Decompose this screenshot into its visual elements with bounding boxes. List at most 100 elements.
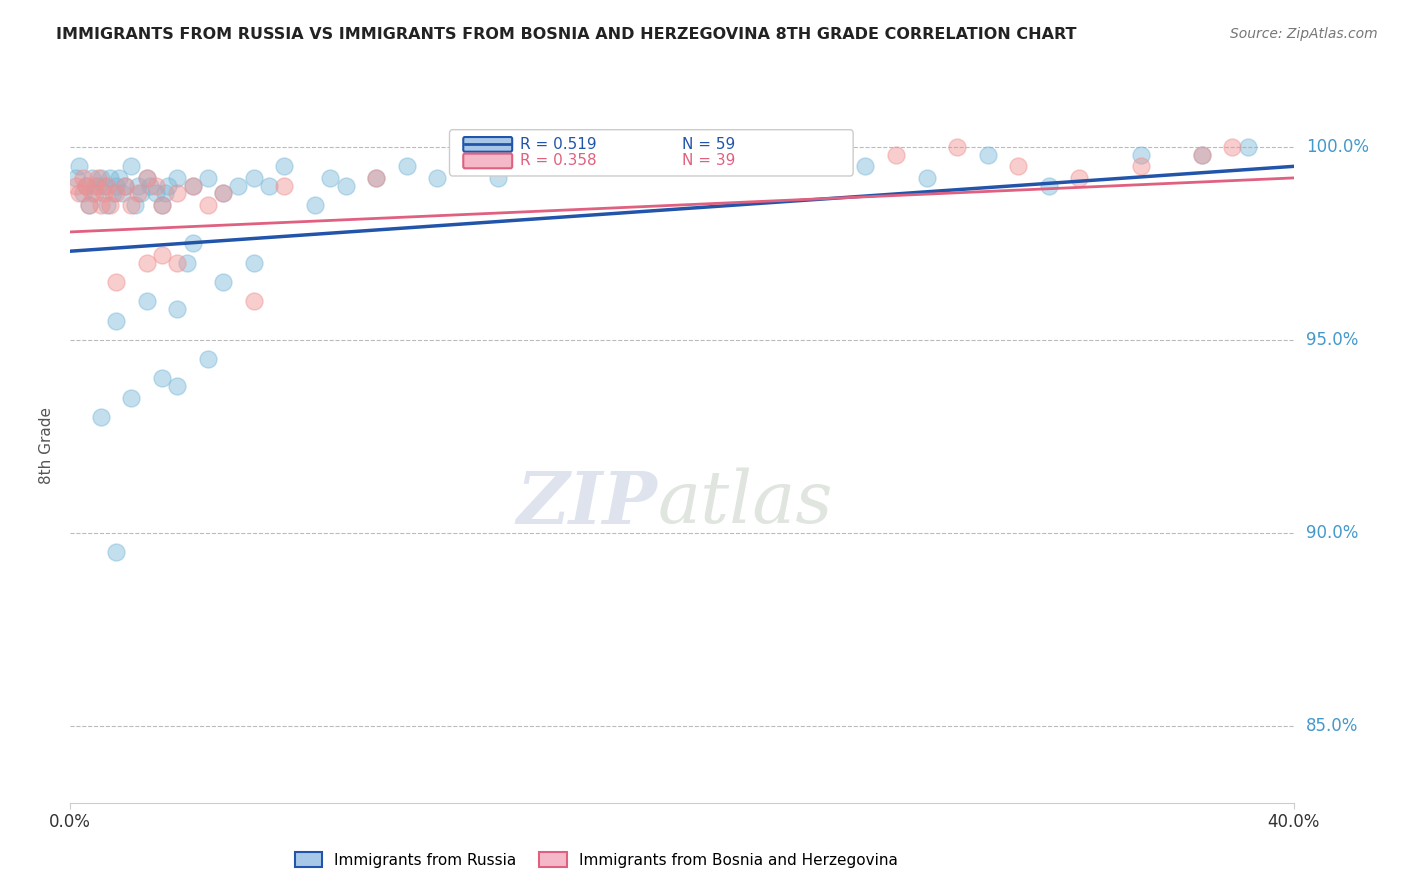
Point xyxy=(127,178,149,193)
Point xyxy=(105,178,128,193)
Point xyxy=(69,159,91,173)
Point xyxy=(98,170,121,185)
Point xyxy=(1038,178,1060,193)
Point xyxy=(87,170,110,185)
Point xyxy=(731,148,754,162)
Y-axis label: 8th Grade: 8th Grade xyxy=(39,408,55,484)
Point xyxy=(135,170,157,185)
Point xyxy=(257,178,280,193)
Point xyxy=(75,178,97,193)
Point xyxy=(145,186,167,201)
Point xyxy=(72,170,94,185)
Point xyxy=(139,178,162,193)
Point xyxy=(488,170,510,185)
Point xyxy=(488,159,510,173)
Point xyxy=(181,236,204,251)
Text: 95.0%: 95.0% xyxy=(1306,331,1358,349)
Text: N = 39: N = 39 xyxy=(682,153,735,169)
Point xyxy=(157,178,180,193)
Point xyxy=(855,159,877,173)
Point xyxy=(1236,140,1258,154)
Text: IMMIGRANTS FROM RUSSIA VS IMMIGRANTS FROM BOSNIA AND HERZEGOVINA 8TH GRADE CORRE: IMMIGRANTS FROM RUSSIA VS IMMIGRANTS FRO… xyxy=(56,27,1077,42)
Point xyxy=(610,148,633,162)
Point xyxy=(77,198,100,212)
Point xyxy=(127,186,149,201)
Text: N = 59: N = 59 xyxy=(682,136,735,152)
Point xyxy=(96,178,118,193)
Point xyxy=(129,186,152,201)
Point xyxy=(135,294,157,309)
Point xyxy=(121,159,143,173)
Point xyxy=(150,198,173,212)
Text: Source: ZipAtlas.com: Source: ZipAtlas.com xyxy=(1230,27,1378,41)
Point xyxy=(77,198,100,212)
Point xyxy=(181,178,204,193)
Point xyxy=(114,178,136,193)
Point xyxy=(395,159,418,173)
Point xyxy=(243,170,266,185)
Point xyxy=(517,159,540,173)
Point xyxy=(273,178,295,193)
Text: 90.0%: 90.0% xyxy=(1306,524,1358,541)
Point xyxy=(108,170,131,185)
Point xyxy=(65,170,87,185)
Point xyxy=(304,198,326,212)
Point xyxy=(90,198,112,212)
Point xyxy=(212,186,235,201)
Text: R = 0.519: R = 0.519 xyxy=(520,136,596,152)
Point xyxy=(166,256,188,270)
Text: 85.0%: 85.0% xyxy=(1306,716,1358,735)
Point xyxy=(181,178,204,193)
Point xyxy=(671,159,693,173)
Point xyxy=(135,256,157,270)
Point xyxy=(548,159,571,173)
Point xyxy=(1007,159,1029,173)
Point xyxy=(65,178,87,193)
Point xyxy=(124,198,146,212)
Point xyxy=(731,159,754,173)
Point xyxy=(579,159,602,173)
Point xyxy=(793,148,815,162)
Point xyxy=(150,371,173,385)
Point xyxy=(335,178,357,193)
Point xyxy=(150,198,173,212)
Point xyxy=(197,198,219,212)
Point xyxy=(105,275,128,289)
Point xyxy=(212,186,235,201)
Point xyxy=(273,159,295,173)
Point xyxy=(121,391,143,405)
Point xyxy=(121,198,143,212)
Point xyxy=(197,352,219,367)
Point xyxy=(366,170,388,185)
Point xyxy=(610,159,633,173)
Point xyxy=(884,148,907,162)
Text: atlas: atlas xyxy=(658,467,832,539)
FancyBboxPatch shape xyxy=(450,129,853,176)
FancyBboxPatch shape xyxy=(463,153,512,169)
Point xyxy=(105,545,128,559)
Point xyxy=(72,186,94,201)
Point xyxy=(457,159,479,173)
Point xyxy=(145,178,167,193)
Point xyxy=(319,170,342,185)
Point xyxy=(793,159,815,173)
Text: ZIP: ZIP xyxy=(516,467,658,539)
Text: 100.0%: 100.0% xyxy=(1306,138,1369,156)
Point xyxy=(150,248,173,262)
Point xyxy=(93,186,115,201)
Point xyxy=(243,294,266,309)
Point xyxy=(1129,148,1152,162)
Point xyxy=(212,275,235,289)
Legend: Immigrants from Russia, Immigrants from Bosnia and Herzegovina: Immigrants from Russia, Immigrants from … xyxy=(288,846,904,873)
Point xyxy=(83,186,105,201)
FancyBboxPatch shape xyxy=(463,137,512,152)
Point xyxy=(105,186,128,201)
Point xyxy=(197,170,219,185)
Point xyxy=(946,140,969,154)
Point xyxy=(114,178,136,193)
Point xyxy=(135,170,157,185)
Point xyxy=(366,170,388,185)
Point xyxy=(105,313,128,327)
Point xyxy=(166,301,188,316)
Point xyxy=(75,178,97,193)
